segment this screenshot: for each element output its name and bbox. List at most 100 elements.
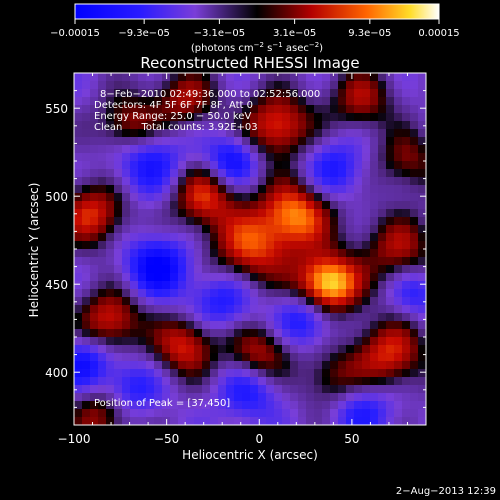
heatmap-cell <box>122 369 131 378</box>
heatmap-cell <box>146 385 155 394</box>
heatmap-cell <box>250 241 259 250</box>
heatmap-cell <box>162 129 171 138</box>
heatmap-cell <box>250 169 259 178</box>
heatmap-cell <box>210 313 219 322</box>
heatmap-cell <box>290 281 299 290</box>
heatmap-cell <box>114 313 123 322</box>
heatmap-cell <box>194 305 203 314</box>
heatmap-cell <box>290 313 299 322</box>
heatmap-cell <box>386 73 395 82</box>
heatmap-cell <box>378 209 387 218</box>
heatmap-cell <box>346 385 355 394</box>
heatmap-cell <box>362 97 371 106</box>
heatmap-cell <box>114 137 123 146</box>
heatmap-cell <box>322 185 331 194</box>
heatmap-cell <box>274 129 283 138</box>
heatmap-cell <box>210 201 219 210</box>
heatmap-cell <box>154 417 163 425</box>
heatmap-cell <box>122 241 131 250</box>
heatmap-cell <box>98 161 107 170</box>
heatmap-cell <box>130 169 139 178</box>
heatmap-cell <box>330 73 339 82</box>
heatmap-cell <box>138 129 147 138</box>
heatmap-cell <box>410 217 419 226</box>
heatmap-cell <box>314 161 323 170</box>
heatmap-cell <box>290 353 299 362</box>
heatmap-cell <box>162 209 171 218</box>
heatmap-cell <box>146 161 155 170</box>
heatmap-cell <box>122 297 131 306</box>
heatmap-cell <box>386 209 395 218</box>
heatmap-cell <box>362 209 371 218</box>
heatmap-cell <box>314 345 323 354</box>
heatmap-cell <box>186 385 195 394</box>
heatmap-cell <box>354 265 363 274</box>
heatmap-cell <box>130 273 139 282</box>
heatmap-cell <box>122 121 131 130</box>
heatmap-cell <box>138 257 147 266</box>
heatmap-cell <box>82 321 91 330</box>
heatmap-cell <box>330 97 339 106</box>
heatmap-cell <box>274 273 283 282</box>
heatmap-cell <box>314 201 323 210</box>
heatmap-cell <box>138 417 147 425</box>
heatmap-cell <box>314 417 323 425</box>
heatmap-cell <box>386 393 395 402</box>
heatmap-cell <box>226 313 235 322</box>
heatmap-cell <box>170 161 179 170</box>
heatmap-cell <box>234 209 243 218</box>
heatmap-cell <box>330 401 339 410</box>
heatmap-cell <box>210 289 219 298</box>
heatmap-cell <box>274 345 283 354</box>
heatmap-cell <box>418 97 426 106</box>
heatmap-cell <box>226 241 235 250</box>
heatmap-cell <box>146 137 155 146</box>
heatmap-cell <box>418 113 426 122</box>
heatmap-cell <box>266 297 275 306</box>
heatmap-cell <box>378 297 387 306</box>
heatmap-cell <box>114 345 123 354</box>
heatmap-cell <box>98 337 107 346</box>
heatmap-cell <box>386 225 395 234</box>
heatmap-cell <box>250 321 259 330</box>
heatmap-cell <box>154 249 163 258</box>
heatmap-cell <box>354 281 363 290</box>
heatmap-cell <box>202 129 211 138</box>
heatmap-cell <box>178 217 187 226</box>
heatmap-cell <box>322 209 331 218</box>
heatmap-cell <box>90 385 99 394</box>
heatmap-cell <box>162 81 171 90</box>
heatmap-cell <box>266 249 275 258</box>
heatmap-cell <box>130 329 139 338</box>
heatmap-cell <box>410 145 419 154</box>
heatmap-cell <box>362 337 371 346</box>
heatmap-cell <box>282 369 291 378</box>
heatmap-cell <box>378 145 387 154</box>
heatmap-cell <box>130 345 139 354</box>
x-tick-label: −50 <box>154 432 179 446</box>
heatmap-cell <box>378 345 387 354</box>
heatmap-cell <box>146 257 155 266</box>
heatmap-cell <box>322 161 331 170</box>
colorbar-tick-label: 9.3e−05 <box>348 28 391 39</box>
heatmap-cell <box>282 97 291 106</box>
heatmap-cell <box>154 361 163 370</box>
heatmap-cell <box>114 361 123 370</box>
heatmap-cell <box>266 169 275 178</box>
heatmap-cell <box>218 377 227 386</box>
heatmap-cell <box>234 105 243 114</box>
heatmap-cell <box>210 105 219 114</box>
heatmap-cell <box>306 273 315 282</box>
heatmap-cell <box>114 201 123 210</box>
heatmap-cell <box>386 273 395 282</box>
heatmap-cell <box>210 233 219 242</box>
heatmap-cell <box>98 329 107 338</box>
heatmap-cell <box>282 417 291 425</box>
heatmap-cell <box>226 73 235 82</box>
heatmap-cell <box>410 345 419 354</box>
heatmap-cell <box>234 153 243 162</box>
colorbar-tick-label: 3.1e−05 <box>273 28 316 39</box>
heatmap-cell <box>394 185 403 194</box>
heatmap-cell <box>154 169 163 178</box>
heatmap-cell <box>298 113 307 122</box>
